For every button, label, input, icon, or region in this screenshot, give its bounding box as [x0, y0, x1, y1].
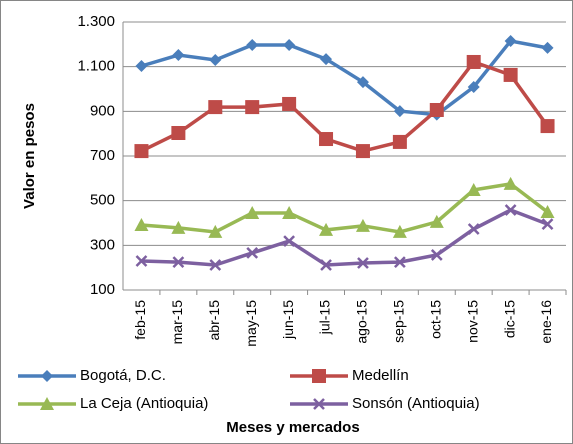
y-tick-label: 1.100 — [77, 58, 115, 75]
legend-marker — [40, 397, 54, 410]
data-point — [429, 102, 444, 117]
legend-label: Sonsón (Antioquia) — [352, 395, 480, 412]
x-tick-label: sep-15 — [391, 300, 407, 343]
x-tick-label: feb-15 — [132, 300, 148, 340]
y-tick-label: 100 — [90, 281, 115, 298]
data-point — [467, 80, 480, 93]
data-point — [430, 249, 443, 261]
x-tick-label: ene-16 — [538, 300, 554, 344]
data-point — [356, 76, 369, 89]
data-point — [503, 176, 518, 190]
legend-label: Medellín — [352, 367, 409, 384]
data-point — [541, 41, 554, 54]
y-tick-label: 300 — [90, 236, 115, 253]
data-point — [320, 53, 333, 66]
data-point — [355, 218, 370, 232]
y-tick-label: 500 — [90, 192, 115, 209]
data-point — [209, 259, 222, 271]
data-point — [504, 204, 517, 216]
legend-label: Bogotá, D.C. — [80, 367, 166, 384]
data-point — [540, 205, 555, 219]
data-point — [393, 256, 406, 268]
legend-marker — [313, 398, 325, 410]
x-tick-label: mar-15 — [169, 300, 185, 345]
data-point — [283, 235, 296, 247]
y-axis-label: Valor en pesos — [21, 103, 38, 209]
data-point — [282, 96, 297, 111]
data-point — [540, 119, 555, 134]
data-point — [172, 49, 185, 62]
x-tick-label: oct-15 — [427, 300, 443, 339]
x-tick-label: abr-15 — [206, 300, 222, 341]
series-line — [141, 208, 549, 267]
y-tick-label: 1.300 — [77, 13, 115, 30]
y-tick-label: 700 — [90, 147, 115, 164]
data-point — [135, 59, 148, 72]
data-point — [208, 224, 223, 238]
legend-marker — [312, 369, 326, 383]
data-point — [172, 256, 185, 268]
x-tick-label: dic-15 — [501, 300, 517, 338]
y-tick-label: 900 — [90, 102, 115, 119]
data-point — [392, 134, 407, 149]
data-point — [208, 100, 223, 115]
data-point — [466, 182, 481, 196]
data-point — [392, 224, 407, 238]
data-point — [467, 223, 480, 235]
data-point — [393, 105, 406, 118]
data-point — [282, 205, 297, 219]
x-tick-label: nov-15 — [464, 300, 480, 343]
series-line — [140, 39, 548, 117]
data-point — [171, 125, 186, 140]
data-point — [283, 39, 296, 52]
data-point — [134, 144, 149, 159]
x-axis-label: Meses y mercados — [226, 419, 359, 436]
data-point — [246, 247, 259, 259]
data-point — [504, 34, 517, 47]
data-point — [245, 100, 260, 115]
data-point — [171, 220, 186, 234]
data-point — [357, 257, 369, 269]
legend-marker — [41, 370, 53, 382]
data-point — [245, 205, 260, 219]
series-line — [141, 182, 549, 234]
x-tick-label: jul-15 — [317, 300, 333, 335]
x-tick-label: may-15 — [243, 300, 259, 347]
data-point — [209, 53, 222, 66]
data-point — [319, 222, 334, 236]
legend-label: La Ceja (Antioquia) — [80, 395, 208, 412]
data-point — [135, 255, 148, 267]
data-point — [355, 144, 370, 159]
x-tick-label: ago-15 — [354, 300, 370, 344]
data-point — [319, 132, 334, 147]
data-point — [541, 218, 554, 231]
data-point — [246, 39, 259, 52]
data-point — [134, 218, 149, 232]
data-point — [320, 259, 332, 271]
data-point — [429, 214, 444, 228]
data-point — [466, 54, 481, 69]
x-tick-label: jun-15 — [280, 300, 296, 340]
data-point — [503, 67, 518, 82]
